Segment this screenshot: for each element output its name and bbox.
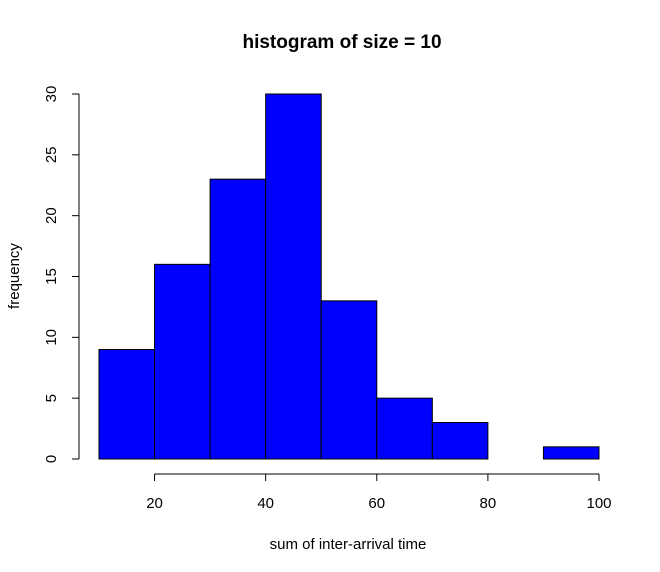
histogram-bar-60-70 — [376, 397, 433, 460]
x-axis-label: sum of inter-arrival time — [270, 536, 427, 553]
bars-group — [98, 93, 600, 460]
x-tick-label-80: 80 — [480, 495, 497, 512]
y-axis: 0 5 10 15 20 25 30 — [43, 86, 80, 463]
x-tick-label-60: 60 — [368, 495, 385, 512]
histogram-bar-90-100 — [542, 446, 600, 460]
x-tick-label-40: 40 — [257, 495, 274, 512]
chart-title: histogram of size = 10 — [242, 32, 441, 53]
histogram-bar-70-80 — [431, 422, 489, 460]
y-axis-label: frequency — [6, 243, 23, 309]
histogram-bar-20-30 — [154, 263, 211, 460]
x-tick-label-20: 20 — [146, 495, 163, 512]
y-tick-label-20: 20 — [43, 207, 60, 224]
y-tick-label-30: 30 — [43, 86, 60, 103]
histogram-bar-40-50 — [265, 93, 322, 460]
y-tick-label-15: 15 — [43, 268, 60, 285]
y-tick-label-5: 5 — [43, 394, 60, 402]
histogram-bar-30-40 — [209, 178, 267, 460]
y-tick-label-25: 25 — [43, 146, 60, 163]
y-tick-label-10: 10 — [43, 329, 60, 346]
x-axis: 20 40 60 80 100 — [146, 473, 612, 512]
x-tick-label-100: 100 — [586, 495, 611, 512]
histogram-bar-10-20 — [98, 349, 156, 460]
histogram-bar-50-60 — [320, 300, 378, 460]
y-tick-label-0: 0 — [43, 455, 60, 463]
